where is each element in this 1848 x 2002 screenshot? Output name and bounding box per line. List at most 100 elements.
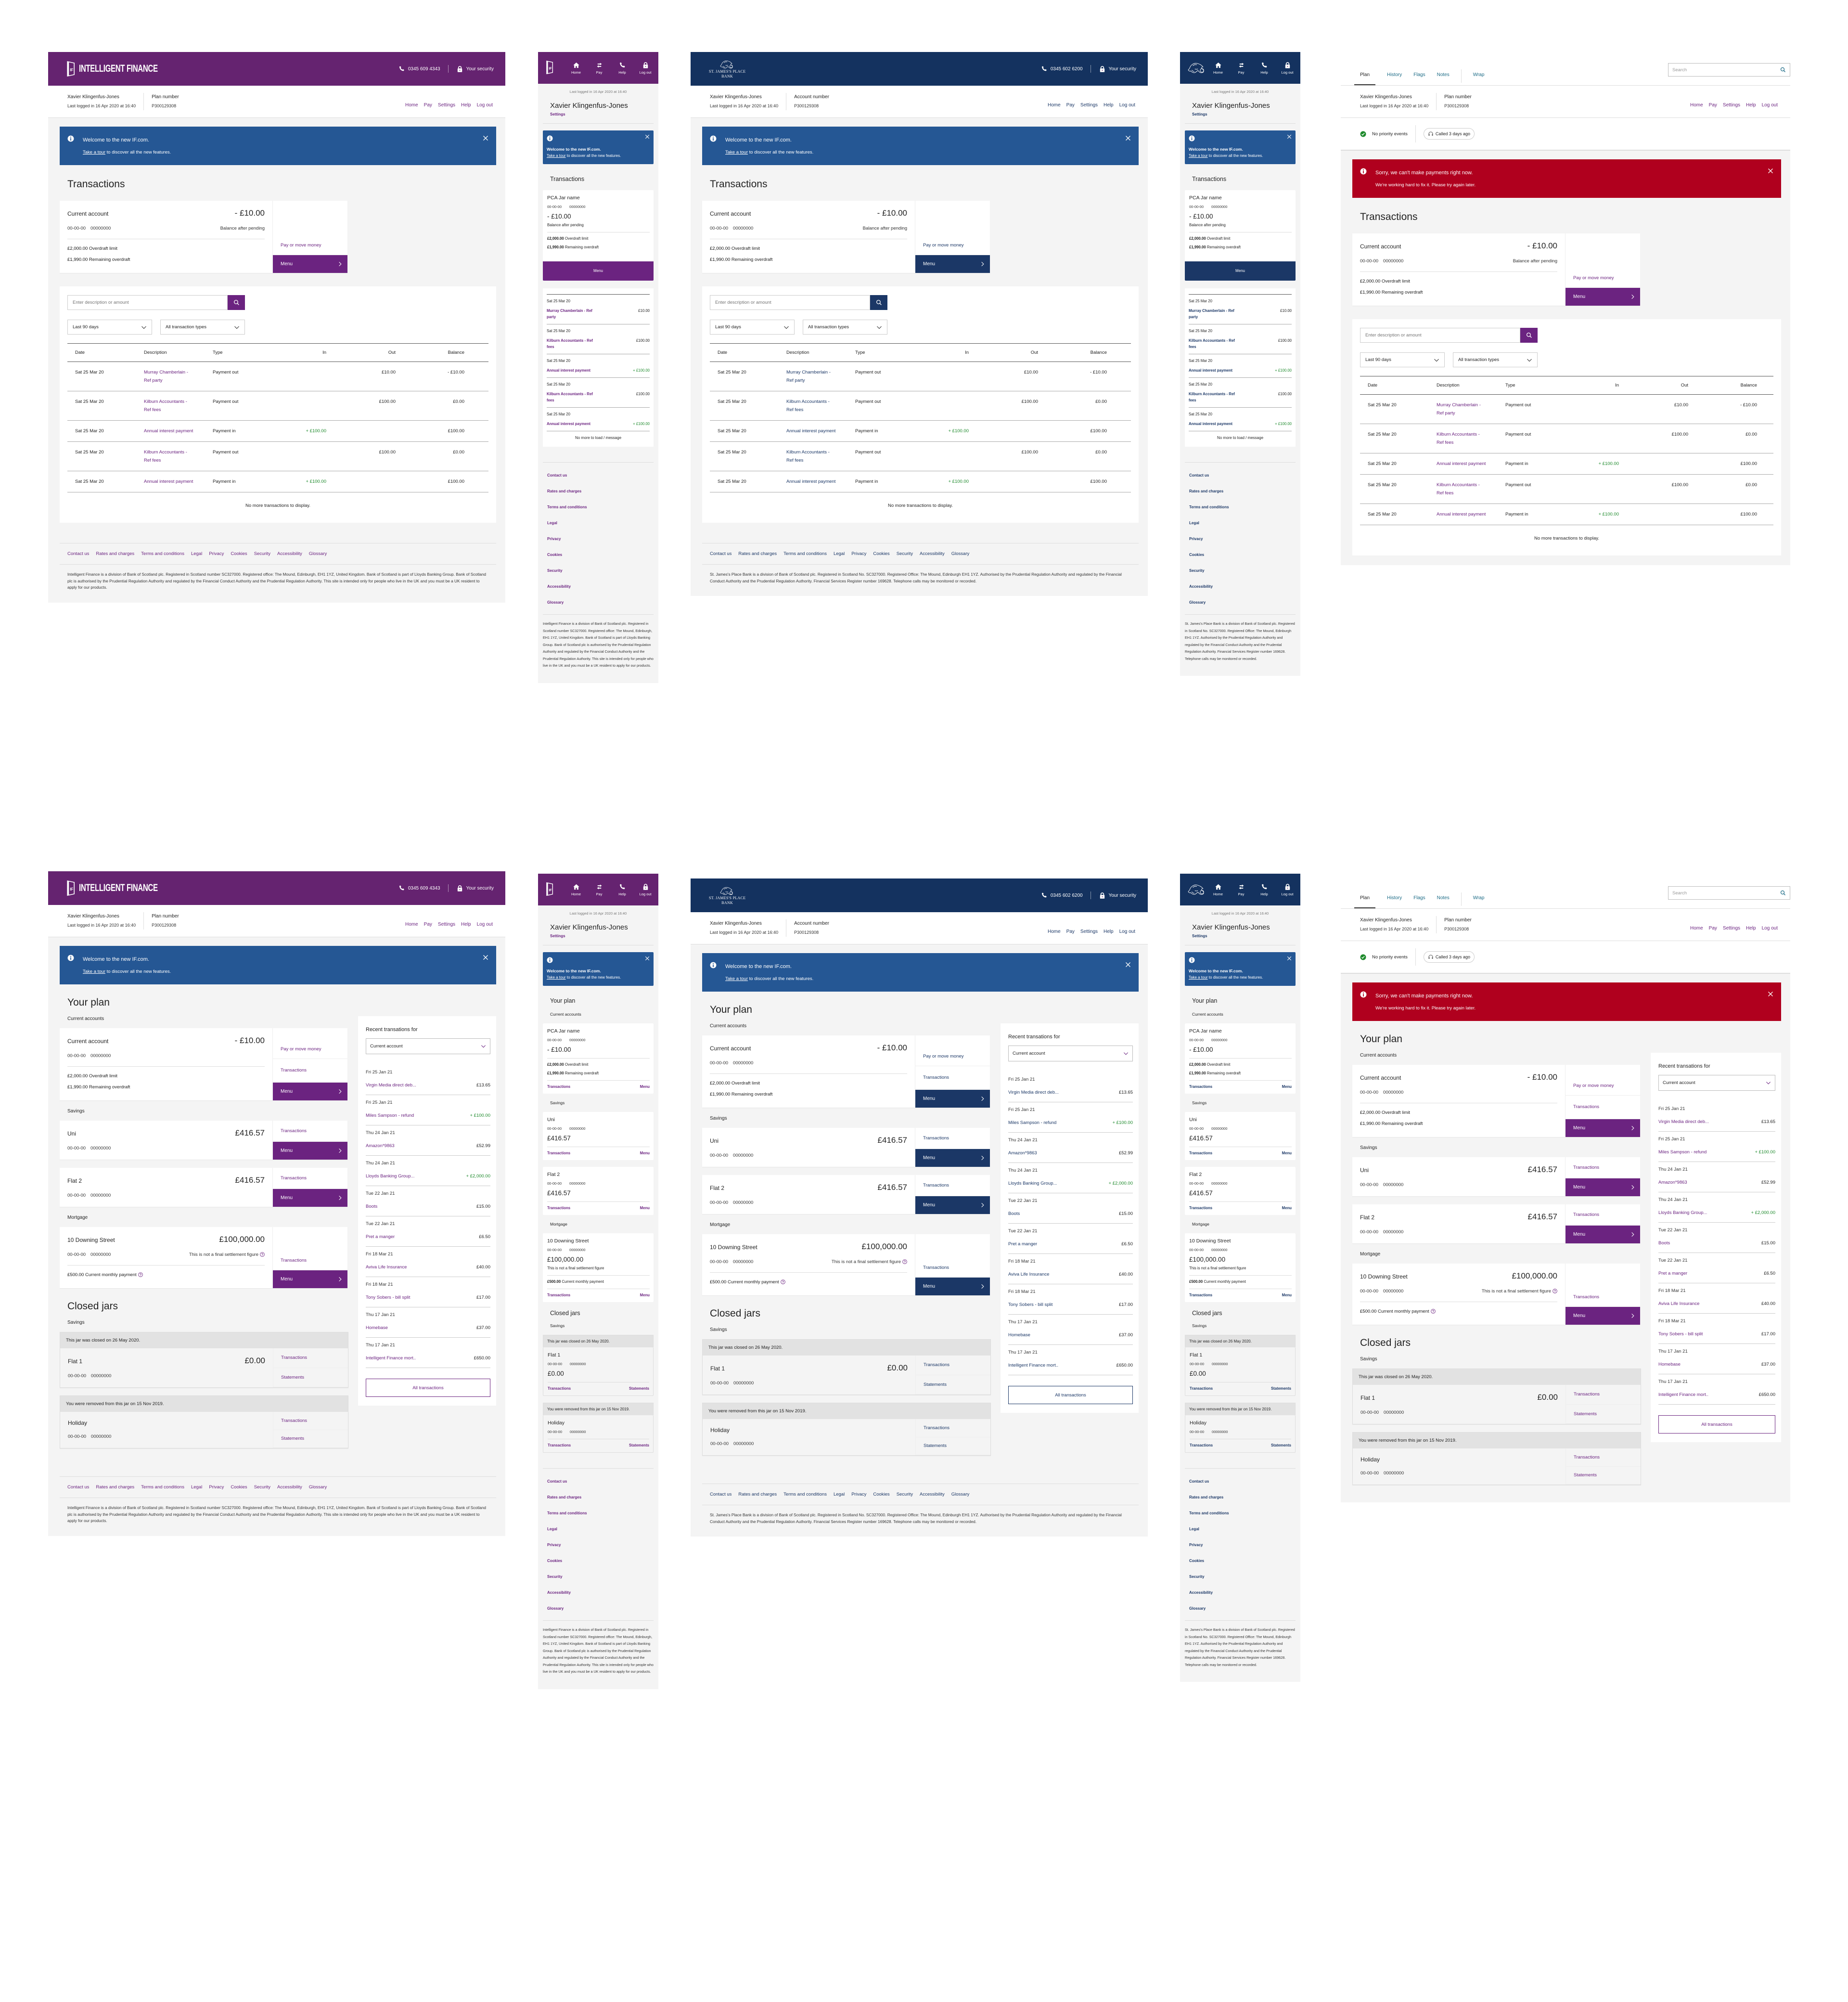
recent-transaction[interactable]: Fri 18 Mar 21 Aviva Life Insurance £40.00 [1658, 1283, 1775, 1314]
your-security-link[interactable]: Your security [1099, 65, 1136, 73]
take-a-tour-link[interactable]: Take a tour [83, 969, 105, 974]
transaction-row[interactable]: Sat 25 Mar 20 Kilburn Accountants - Ref f… [1360, 475, 1773, 504]
recent-transaction[interactable]: Fri 25 Jan 21 Virgin Media direct deb...… [1658, 1101, 1775, 1132]
nav-pay[interactable]: Pay [424, 102, 432, 108]
footer-link[interactable]: Security [1189, 1575, 1205, 1579]
menu-link[interactable]: Menu [1282, 1085, 1292, 1089]
footer-link[interactable]: Legal [1189, 521, 1199, 525]
footer-link[interactable]: Privacy [209, 551, 224, 556]
transactions-link[interactable]: Transactions [1190, 1443, 1213, 1447]
take-a-tour-link[interactable]: Take a tour [547, 975, 566, 980]
footer-link[interactable]: Accessibility [547, 1590, 571, 1595]
footer-link[interactable]: Glossary [1189, 600, 1206, 605]
transaction-description-link[interactable]: Tony Sobers - bill split [1008, 1302, 1053, 1307]
nav-log-out[interactable]: Log out [476, 102, 493, 108]
mobile-nav-log-out[interactable]: Log out [1278, 62, 1296, 75]
footer-link[interactable]: Rates and charges [738, 1492, 777, 1497]
transaction-description-link[interactable]: Murray Chamberlain - Ref party [1189, 309, 1234, 319]
footer-link[interactable]: Contact us [67, 1485, 90, 1490]
transactions-link[interactable]: Transactions [1566, 1264, 1640, 1307]
footer-link[interactable]: Cookies [873, 1492, 890, 1497]
help-icon[interactable] [260, 1252, 265, 1257]
transaction-description-link[interactable]: Kilburn Accountants - Ref fees [1189, 338, 1235, 349]
nav-settings[interactable]: Settings [437, 921, 456, 927]
your-security-link[interactable]: Your security [1099, 892, 1136, 899]
transaction-type-select[interactable]: All transaction types [160, 320, 245, 335]
brand-logo[interactable]: IF INTELLIGENT FINANCE [66, 61, 189, 77]
all-transactions-button[interactable]: All transactions [1658, 1415, 1775, 1434]
footer-link[interactable]: Security [1189, 568, 1205, 573]
all-transactions-button[interactable]: All transactions [366, 1379, 490, 1397]
close-icon[interactable] [1287, 134, 1292, 139]
mobile-nav-log-out[interactable]: Log out [1278, 883, 1296, 896]
mobile-nav-log-out[interactable]: Log out [636, 883, 654, 896]
footer-link[interactable]: Cookies [547, 1559, 563, 1563]
transaction-description-link[interactable]: Boots [366, 1204, 378, 1209]
account-select[interactable]: Current account [366, 1038, 490, 1054]
take-a-tour-link[interactable]: Take a tour [547, 154, 566, 158]
close-banner-button[interactable] [645, 134, 650, 142]
statements-link[interactable]: Statements [629, 1386, 649, 1391]
transaction-description-link[interactable]: Aviva Life Insurance [1008, 1272, 1050, 1277]
mobile-nav-help[interactable]: Help [613, 62, 631, 75]
footer-link[interactable]: Security [896, 551, 913, 556]
transaction-row[interactable]: Sat 25 Mar 20 Annual interest payment + £… [547, 354, 650, 377]
close-icon[interactable] [483, 955, 488, 960]
settings-link[interactable]: Settings [1192, 112, 1207, 116]
footer-link[interactable]: Glossary [547, 600, 564, 605]
footer-link[interactable]: Security [896, 1492, 913, 1497]
transaction-description-link[interactable]: Miles Sampson - refund [1008, 1120, 1057, 1125]
transaction-row[interactable]: Sat 25 Mar 20 Kilburn Accountants - Ref f… [67, 442, 488, 471]
tab-flags[interactable]: Flags [1413, 72, 1425, 77]
recent-transaction[interactable]: Thu 24 Jan 21 Amazon*9863 £52.99 [1658, 1162, 1775, 1192]
close-banner-button[interactable] [483, 135, 488, 142]
transaction-description-link[interactable]: Aviva Life Insurance [1658, 1301, 1700, 1306]
close-banner-button[interactable] [1287, 134, 1292, 142]
transaction-row[interactable]: Sat 25 Mar 20 Murray Chamberlain - Ref pa… [710, 362, 1131, 391]
footer-link[interactable]: Rates and charges [547, 489, 582, 493]
transaction-description-link[interactable]: Homebase [1658, 1362, 1681, 1367]
footer-link[interactable]: Accessibility [920, 1492, 945, 1497]
menu-link[interactable]: Menu [640, 1293, 650, 1297]
footer-link[interactable]: Accessibility [547, 584, 571, 589]
mobile-nav-log-out[interactable]: Log out [636, 62, 654, 75]
transactions-link[interactable]: Transactions [915, 1175, 990, 1196]
transaction-row[interactable]: Sat 25 Mar 20 Kilburn Accountants - Ref f… [710, 391, 1131, 421]
statements-link[interactable]: Statements [916, 1437, 990, 1455]
recent-transaction[interactable]: Fri 18 Mar 21 Aviva Life Insurance £40.00 [366, 1247, 490, 1277]
recent-transaction[interactable]: Fri 18 Mar 21 Tony Sobers - bill split £1… [1658, 1314, 1775, 1344]
footer-link[interactable]: Accessibility [1189, 584, 1213, 589]
close-banner-button[interactable] [483, 955, 488, 962]
footer-link[interactable]: Legal [833, 1492, 845, 1497]
footer-link[interactable]: Terms and conditions [1189, 505, 1229, 509]
footer-link[interactable]: Rates and charges [1189, 1495, 1224, 1499]
menu-button[interactable]: Menu [273, 255, 347, 273]
transactions-link[interactable]: Transactions [1190, 1386, 1213, 1391]
transaction-description-link[interactable]: Murray Chamberlain - Ref party [786, 370, 831, 383]
nav-home[interactable]: Home [1690, 925, 1703, 931]
recent-transaction[interactable]: Thu 17 Jan 21 Intelligent Finance mort..… [366, 1338, 490, 1368]
mobile-nav-home[interactable]: Home [567, 62, 585, 75]
transactions-link[interactable]: Transactions [547, 1085, 571, 1089]
nav-pay[interactable]: Pay [424, 921, 432, 927]
footer-link[interactable]: Terms and conditions [141, 1485, 184, 1490]
menu-button[interactable]: Menu [1566, 1119, 1640, 1137]
transactions-link[interactable]: Transactions [548, 1386, 571, 1391]
footer-link[interactable]: Rates and charges [547, 1495, 582, 1499]
close-icon[interactable] [1125, 962, 1131, 968]
search-button[interactable] [228, 295, 245, 310]
brand-logo[interactable] [1188, 61, 1206, 76]
footer-link[interactable]: Legal [833, 551, 845, 556]
transaction-description-link[interactable]: Kilburn Accountants - Ref fees [786, 450, 830, 463]
statements-link[interactable]: Statements [916, 1375, 990, 1395]
footer-link[interactable]: Contact us [547, 1479, 567, 1484]
footer-link[interactable]: Legal [547, 1527, 557, 1531]
pay-or-move-money-link[interactable]: Pay or move money [273, 1028, 347, 1059]
settings-link[interactable]: Settings [550, 934, 565, 938]
transaction-description-link[interactable]: Intelligent Finance mort.. [366, 1356, 416, 1361]
search-input[interactable] [67, 295, 228, 310]
footer-link[interactable]: Rates and charges [96, 551, 135, 556]
pay-or-move-money-link[interactable]: Pay or move money [1566, 1065, 1640, 1096]
close-icon[interactable] [1125, 135, 1131, 141]
account-select[interactable]: Current account [1658, 1075, 1775, 1091]
